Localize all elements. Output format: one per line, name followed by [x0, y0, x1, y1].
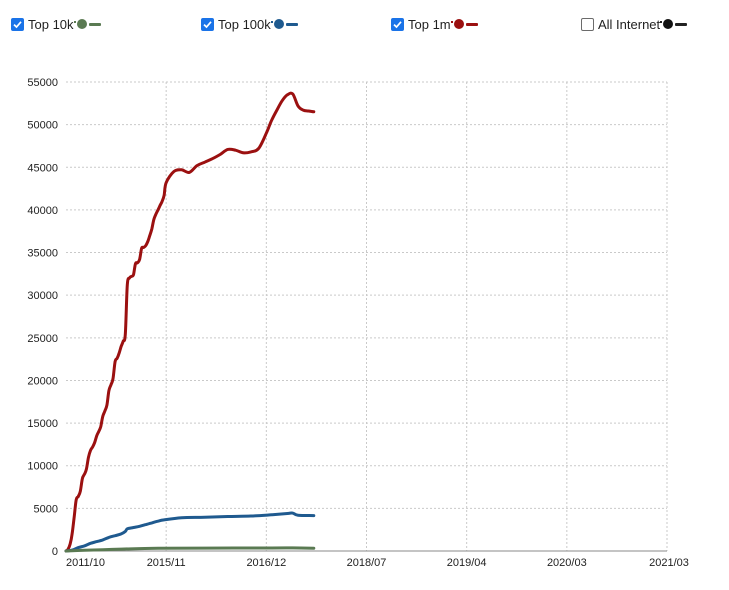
x-tick-label: 2016/12: [246, 557, 286, 569]
y-tick-label: 20000: [27, 375, 58, 387]
x-tick-label: 2015/11: [147, 557, 186, 569]
x-tick-label: 2021/03: [649, 557, 689, 569]
checkbox-top-10k[interactable]: [11, 17, 24, 31]
y-tick-label: 45000: [27, 162, 58, 174]
y-tick-label: 25000: [27, 333, 58, 345]
y-tick-label: 35000: [27, 248, 58, 260]
legend-label-top-1m: Top 1m: [408, 16, 451, 32]
y-tick-label: 55000: [27, 77, 58, 89]
y-tick-label: 5000: [34, 503, 58, 515]
legend-swatch-top-1m: [450, 19, 478, 29]
chart-legend: Top 10k Top 100k Top 1m All Interne: [0, 0, 729, 48]
legend-label-top-10k: Top 10k: [28, 16, 74, 32]
checkbox-all-internet[interactable]: [581, 17, 594, 31]
x-tick-label: 2019/04: [447, 557, 487, 569]
legend-label-top-100k: Top 100k: [218, 16, 271, 32]
legend-label-all-internet: All Internet: [598, 16, 661, 32]
legend-item-top-1m[interactable]: Top 1m: [391, 15, 478, 33]
legend-swatch-top-10k: [73, 19, 101, 29]
legend-swatch-all-internet: [660, 19, 688, 29]
y-tick-label: 50000: [27, 120, 58, 132]
x-tick-label: 2011/10: [66, 557, 105, 569]
legend-item-all-internet[interactable]: All Internet: [581, 15, 688, 33]
legend-item-top-10k[interactable]: Top 10k: [11, 15, 101, 33]
checkbox-top-1m[interactable]: [391, 17, 404, 31]
y-tick-label: 15000: [27, 418, 58, 430]
y-tick-label: 10000: [27, 461, 58, 473]
series-line-top-10k: [64, 546, 316, 553]
y-tick-label: 30000: [27, 290, 58, 302]
checkmark-icon: [203, 20, 212, 28]
legend-item-top-100k[interactable]: Top 100k: [201, 15, 298, 33]
series-line-top-100k: [64, 511, 316, 553]
checkmark-icon: [393, 20, 402, 28]
checkmark-icon: [13, 20, 22, 28]
legend-swatch-top-100k: [270, 19, 298, 29]
series-line-top-1m: [64, 91, 316, 553]
y-tick-label: 0: [52, 546, 58, 558]
x-tick-label: 2020/03: [547, 557, 587, 569]
x-tick-label: 2018/07: [347, 557, 387, 569]
y-tick-label: 40000: [27, 205, 58, 217]
checkbox-top-100k[interactable]: [201, 17, 214, 31]
